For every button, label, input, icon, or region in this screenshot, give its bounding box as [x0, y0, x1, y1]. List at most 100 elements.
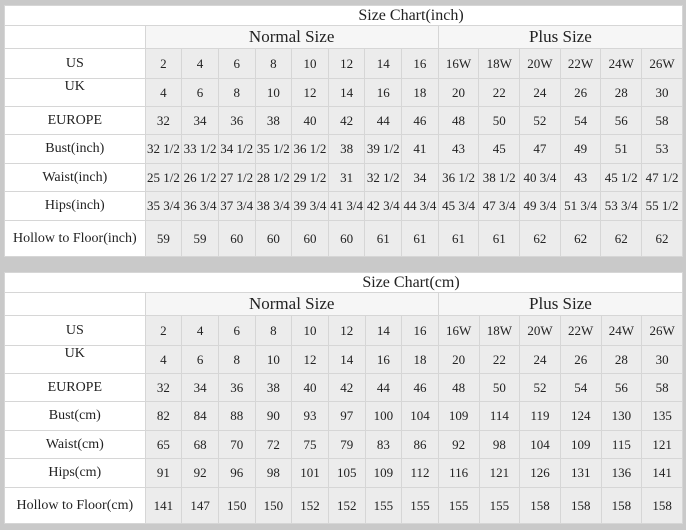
table-title: Size Chart(cm) — [4, 272, 683, 293]
row-label: Hips(inch) — [4, 191, 146, 221]
table-cell: 116 — [437, 458, 480, 488]
empty-cell — [4, 292, 146, 316]
table-cell: 100 — [364, 401, 403, 431]
table-cell: 26 1/2 — [181, 163, 219, 192]
table-cell: 37 3/4 — [217, 191, 256, 221]
row-label: US — [4, 315, 146, 346]
table-cell: 150 — [254, 487, 293, 524]
table-cell: 10 — [291, 48, 329, 79]
table-cell: 12 — [327, 48, 366, 79]
table-cell: 6 — [217, 315, 256, 346]
table-cell: 18 — [401, 345, 439, 374]
table-cell: 40 3/4 — [519, 163, 561, 192]
table-title: Size Chart(inch) — [4, 5, 683, 26]
table-cell: 82 — [144, 401, 183, 431]
table-cell: 36 1/2 — [437, 163, 480, 192]
table-cell: 43 — [437, 134, 480, 164]
table-cell: 10 — [254, 78, 293, 107]
table-cell: 155 — [401, 487, 439, 524]
table-cell: 34 — [181, 373, 219, 402]
table-cell: 4 — [144, 78, 183, 107]
row-label: Waist(inch) — [4, 163, 146, 192]
table-cell: 112 — [401, 458, 439, 488]
title-row: Size Chart(inch) — [4, 5, 683, 26]
table-cell: 60 — [291, 220, 329, 257]
table-cell: 155 — [437, 487, 480, 524]
table-cell: 14 — [364, 315, 403, 346]
group-plus-size: Plus Size — [437, 292, 684, 316]
table-row: EUROPE 32 34 36 38 40 42 44 46 48 50 52 54 56 58 — [4, 106, 683, 135]
group-plus-size: Plus Size — [437, 25, 684, 49]
table-cell: 109 — [559, 430, 602, 459]
table-cell: 98 — [254, 458, 293, 488]
table-cell: 22 — [478, 78, 521, 107]
table-row: Hips(cm) 91 92 96 98 101 105 109 112 116 121 126 131… — [4, 458, 683, 488]
table-cell: 60 — [217, 220, 256, 257]
table-cell: 41 3/4 — [327, 191, 366, 221]
table-cell: 18 — [401, 78, 439, 107]
table-cell: 14 — [364, 48, 403, 79]
table-cell: 20 — [437, 78, 480, 107]
table-cell: 29 1/2 — [291, 163, 329, 192]
group-normal-size: Normal Size — [144, 25, 439, 49]
table-cell: 4 — [144, 345, 183, 374]
table-cell: 124 — [559, 401, 602, 431]
table-cell: 88 — [217, 401, 256, 431]
table-cell: 26 — [559, 78, 602, 107]
table-cell: 10 — [291, 315, 329, 346]
row-label: Bust(cm) — [4, 401, 146, 431]
table-cell: 147 — [181, 487, 219, 524]
table-cell: 158 — [600, 487, 643, 524]
table-cell: 41 — [401, 134, 439, 164]
table-cell: 46 — [401, 106, 439, 135]
table-cell: 136 — [600, 458, 643, 488]
table-cell: 65 — [144, 430, 183, 459]
table-cell: 33 1/2 — [181, 134, 219, 164]
table-cell: 59 — [181, 220, 219, 257]
table-cell: 47 3/4 — [478, 191, 521, 221]
table-cell: 92 — [181, 458, 219, 488]
row-label: Hollow to Floor(inch) — [4, 220, 146, 257]
table-cell: 150 — [217, 487, 256, 524]
table-cell: 86 — [401, 430, 439, 459]
table-cell: 24 — [519, 345, 561, 374]
table-cell: 16 — [401, 315, 439, 346]
table-cell: 51 3/4 — [559, 191, 602, 221]
table-cell: 32 1/2 — [144, 134, 183, 164]
table-cell: 115 — [600, 430, 643, 459]
empty-cell — [4, 25, 146, 49]
table-cell: 152 — [291, 487, 329, 524]
table-cell: 28 — [600, 345, 643, 374]
table-cell: 54 — [559, 373, 602, 402]
table-cell: 20W — [519, 315, 561, 346]
row-label: Bust(inch) — [4, 134, 146, 164]
row-label: US — [4, 48, 146, 79]
table-cell: 47 1/2 — [641, 163, 683, 192]
table-cell: 52 — [519, 106, 561, 135]
table-cell: 48 — [437, 373, 480, 402]
table-cell: 38 3/4 — [254, 191, 293, 221]
table-cell: 60 — [327, 220, 366, 257]
table-cell: 25 1/2 — [144, 163, 183, 192]
table-cell: 54 — [559, 106, 602, 135]
table-cell: 70 — [217, 430, 256, 459]
table-cell: 4 — [181, 48, 219, 79]
table-cell: 49 3/4 — [519, 191, 561, 221]
table-cell: 50 — [478, 106, 521, 135]
table-row: US 2 4 6 8 10 12 14 16 16W 18W 20W 22W 24W 26W — [4, 48, 683, 79]
table-cell: 61 — [364, 220, 403, 257]
table-cell: 51 — [600, 134, 643, 164]
table-cell: 20W — [519, 48, 561, 79]
table-cell: 40 — [291, 106, 329, 135]
table-cell: 22 — [478, 345, 521, 374]
table-cell: 49 — [559, 134, 602, 164]
table-cell: 48 — [437, 106, 480, 135]
size-chart-cm: Size Chart(cm) Normal Size Plus Size US 2 4 6 8… — [4, 272, 684, 524]
table-cell: 34 1/2 — [217, 134, 256, 164]
table-cell: 35 1/2 — [254, 134, 293, 164]
table-cell: 36 3/4 — [181, 191, 219, 221]
table-cell: 61 — [401, 220, 439, 257]
table-cell: 24 — [519, 78, 561, 107]
table-cell: 36 — [217, 373, 256, 402]
table-cell: 36 1/2 — [291, 134, 329, 164]
